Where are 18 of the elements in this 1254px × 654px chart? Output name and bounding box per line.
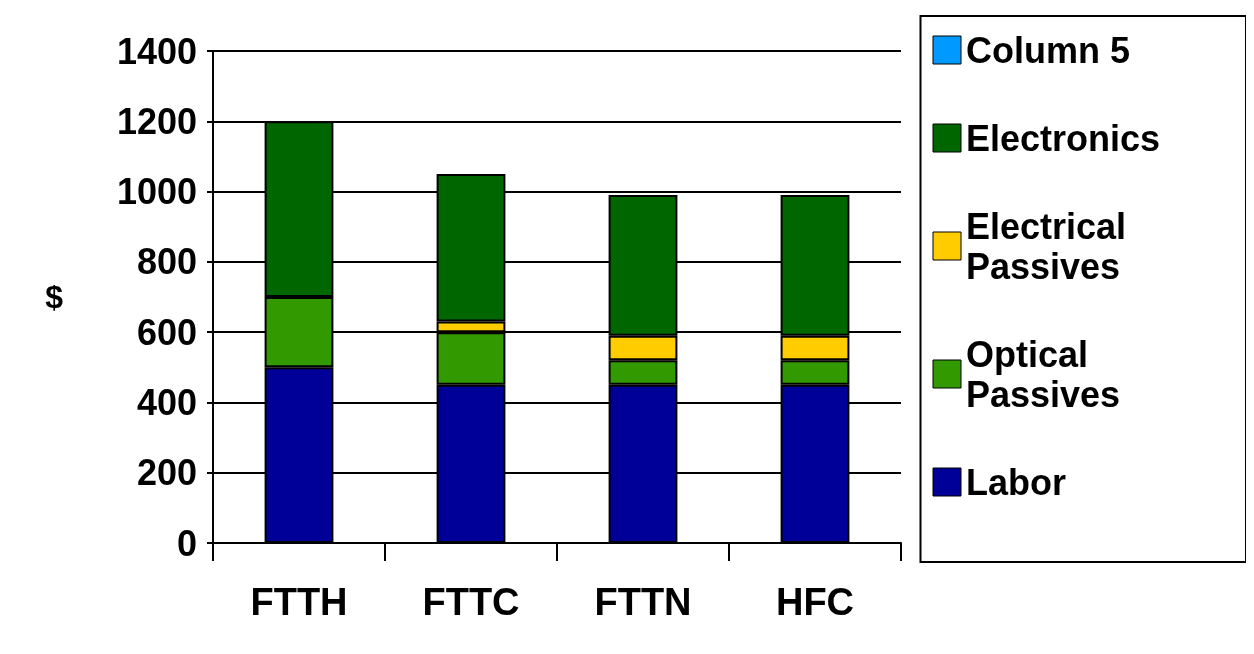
x-tick-label: FTTH xyxy=(250,581,348,623)
y-tick-label: 800 xyxy=(136,241,197,283)
y-tick-label: 1400 xyxy=(116,30,197,72)
y-tick-label: 1200 xyxy=(116,100,197,142)
legend-label: Electronics xyxy=(966,117,1161,159)
legend-label: Column 5 xyxy=(966,29,1131,71)
y-tick-label: 600 xyxy=(136,311,197,353)
y-tick-label: 1000 xyxy=(116,171,197,213)
legend-label: Labor xyxy=(966,461,1067,503)
y-tick-label: 200 xyxy=(136,452,197,494)
legend-label: Electrical Passives xyxy=(966,205,1137,287)
y-tick-label: 400 xyxy=(136,381,197,423)
x-tick-label: FTTN xyxy=(594,581,692,623)
legend-label: Optical Passives xyxy=(966,333,1121,415)
y-tick-label: 0 xyxy=(176,522,197,564)
y-axis-title: $ xyxy=(45,279,64,315)
x-tick-label: HFC xyxy=(775,581,855,623)
x-tick-label: FTTC xyxy=(422,581,520,623)
